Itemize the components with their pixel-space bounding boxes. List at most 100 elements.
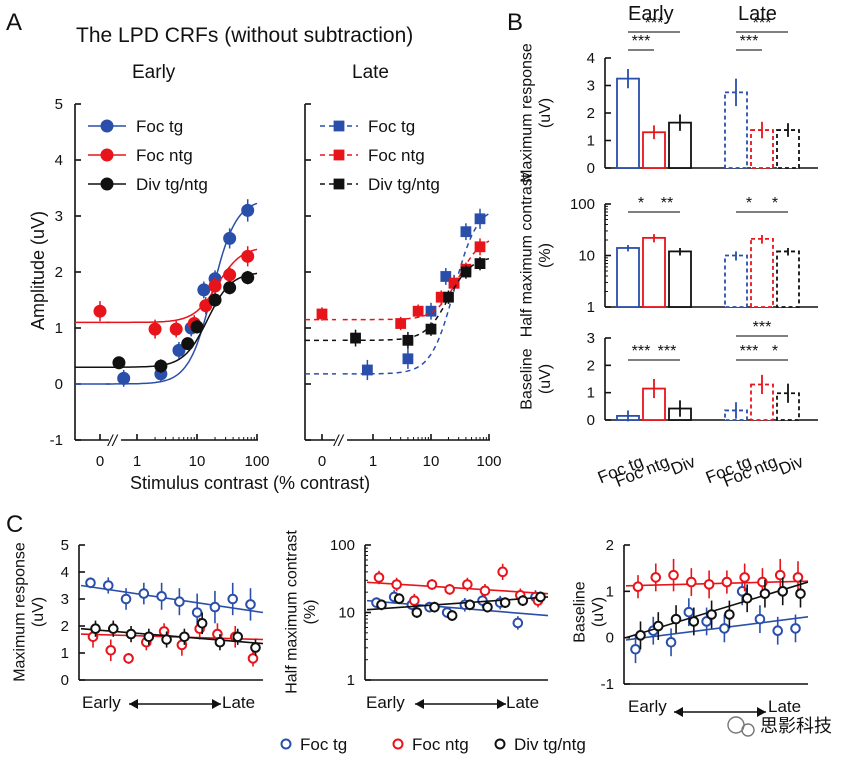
c-panel-0-ytick-label-5: 5 [61, 537, 69, 554]
c-panel-0-point-2-2 [125, 628, 137, 640]
c-panel-0-ylabel-line-1: (uV) [30, 597, 47, 627]
c-panel-0-point-0-2 [120, 593, 132, 605]
a-1-point-0-6 [474, 213, 486, 225]
c-panel-1-ytick-label-0: 1 [347, 672, 355, 689]
c-panel-2-arrow-head-right [757, 707, 766, 717]
c-panel-2-point-0-0 [630, 643, 641, 655]
a-late-subtitle: Late [352, 62, 389, 83]
b-panel-0-ytick-label-3: 3 [587, 78, 595, 95]
c-panel-0-arrow-head-left [129, 699, 138, 709]
b-panel-0-ytick-label-2: 2 [587, 105, 595, 122]
b-panel-0-sig-label-1: *** [645, 15, 664, 32]
c-panel-1-arrow-head-right [497, 699, 506, 709]
panel-label-c: C [6, 511, 23, 538]
b-panel-2-ylabel-line-0: Baseline [518, 348, 535, 409]
a-0-legend-marker-1 [100, 148, 114, 162]
c-panel-0-point-2-1 [107, 623, 119, 635]
a-0-point-1-6 [241, 249, 255, 263]
a-0-zero-point-1 [93, 304, 107, 318]
a-1-point-2-2 [425, 323, 437, 335]
c-panel-0-point-0-8 [227, 593, 239, 605]
b-panel-1-sig-label-1: ** [661, 195, 673, 212]
c-panel-1-point-2-9 [535, 591, 546, 603]
b-panel-0-ylabel: Maximum response (uV) [518, 43, 553, 183]
b-panel-2-ylabel: Baseline (uV) [518, 348, 553, 409]
c-xlabel-early-2: Early [366, 693, 405, 712]
c-panel-2-ytick-label-2: 1 [606, 583, 614, 600]
b-panel-1-sig-label-0: * [638, 195, 644, 212]
c-panel-1-ylabel-line-1: (%) [302, 600, 319, 625]
c-panel-2-point-0-9 [790, 623, 801, 634]
a-ylabel: Amplitude (uV) [28, 211, 48, 330]
a-1-point-1-1 [412, 305, 424, 317]
b-category-label-0-1: Foc ntg [612, 452, 672, 491]
a-0-legend-label-0: Foc tg [136, 117, 183, 136]
b-panel-0-sig-label-0: *** [632, 33, 651, 50]
a-0-point-2-0 [112, 356, 126, 370]
c-panel-0-point-1-2 [123, 653, 134, 664]
c-panel-2-point-2-4 [706, 609, 717, 620]
wechat-icon-small [741, 723, 755, 737]
b-panel-1-ylabel: Half maximum contrast (%) [518, 173, 553, 337]
c-panel-2-point-0-8 [772, 625, 784, 637]
c-panel-0-point-0-7 [209, 601, 221, 613]
b-panel-1-bar-late-2 [776, 250, 800, 308]
a-0-point-0-6 [223, 231, 237, 245]
b-panel-0-ylabel-line-0: Maximum response [518, 43, 535, 183]
a-1-xtick-label-1: 1 [369, 453, 377, 470]
c-legend-label-2: Div tg/ntg [514, 735, 586, 754]
c-panel-0-ytick-label-0: 0 [61, 672, 69, 689]
c-legend-marker-2 [494, 738, 506, 750]
c-panel-2-point-2-9 [795, 588, 806, 599]
b-category-label-1-1: Foc ntg [720, 452, 780, 491]
c-panel-2-ytick-label-0: -1 [601, 676, 614, 693]
a-0-point-1-1 [169, 322, 183, 336]
a-0-point-2-6 [241, 271, 255, 285]
b-panel-2-sig-label-3: * [772, 343, 778, 360]
a-0-ytick-label-5: 4 [55, 152, 63, 169]
a-0-point-0-2 [172, 343, 186, 357]
c-panel-0-point-0-6 [191, 607, 203, 618]
b-panel-2-ytick-label-1: 1 [587, 385, 595, 402]
b-category-label-0-2: Div [668, 452, 698, 479]
b-panel-1-bar-early-2 [668, 250, 692, 308]
c-panel-0-point-2-0 [90, 623, 101, 635]
c-panel-0-ylabel-line-0: Maximum response [11, 542, 28, 682]
c-panel-2-point-2-3 [688, 616, 700, 627]
c-xlabel-late-1: Late [222, 693, 255, 712]
b-panel-0-bar-early-0 [616, 77, 640, 169]
a-1-point-2-1 [402, 334, 414, 346]
c-xlabel-early-3: Early [628, 697, 667, 716]
b-panel-1-bar-late-0 [724, 254, 748, 308]
a-0-point-1-5 [223, 268, 237, 282]
a-0-legend-marker-2 [100, 177, 114, 191]
c-panel-2-point-2-0 [635, 630, 646, 641]
c-panel-2-point-2-6 [741, 592, 753, 604]
b-panel-0-sig-label-2: *** [740, 33, 759, 50]
a-early-subtitle: Early [132, 62, 176, 83]
c-panel-1-point-1-6 [479, 585, 491, 597]
b-panel-0-ytick-label-1: 1 [587, 133, 595, 150]
c-panel-0-ytick-label-3: 3 [61, 591, 69, 608]
a-0-point-1-4 [208, 279, 222, 293]
a-1-legend-marker-2 [333, 178, 345, 190]
a-1-point-2-3 [443, 291, 454, 303]
b-panel-1-sig-label-3: * [772, 195, 778, 212]
c-legend-marker-1 [392, 738, 404, 750]
a-0-ytick-label-6: 5 [55, 96, 63, 113]
c-legend-label-1: Foc ntg [412, 735, 469, 754]
c-panel-1-point-2-2 [411, 607, 423, 618]
a-0-point-2-3 [190, 320, 204, 334]
c-panel-0-point-2-4 [161, 634, 172, 645]
a-1-point-2-0 [350, 332, 361, 344]
a-0-fit-1 [105, 248, 258, 324]
c-xlabel-early-1: Early [82, 693, 121, 712]
c-panel-2-point-2-8 [777, 586, 789, 597]
a-0-point-0-4 [197, 283, 211, 297]
a-1-point-0-1 [402, 353, 414, 365]
b-panel-1-ytick-label-0: 1 [587, 299, 595, 316]
a-1-point-0-0 [361, 364, 373, 376]
c-panel-1-point-2-5 [464, 599, 476, 611]
c-panel-0-point-0-3 [138, 588, 150, 599]
c-panel-1-point-2-8 [517, 595, 529, 606]
